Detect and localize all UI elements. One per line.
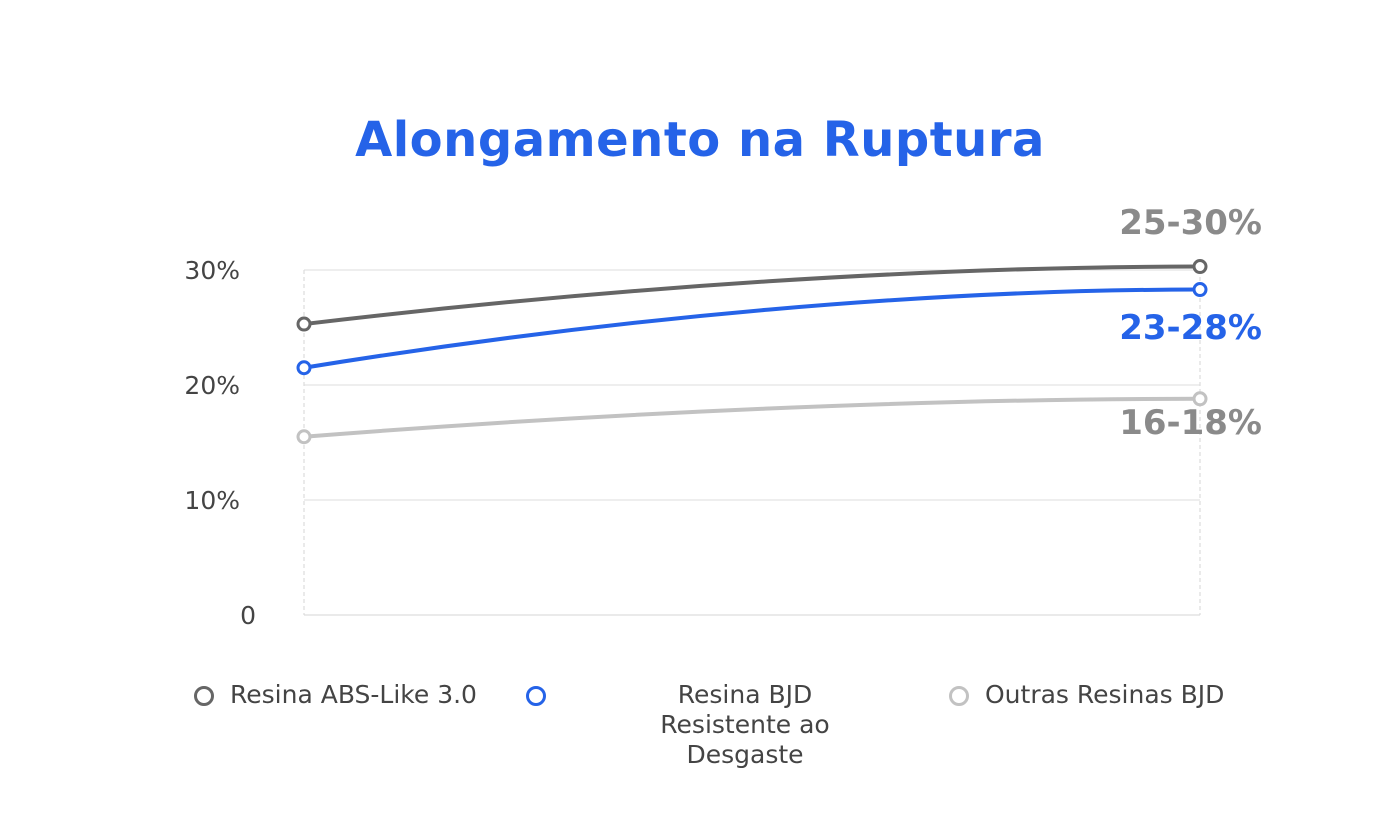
- series-0-point-0: [296, 316, 312, 332]
- legend-label-bjd-resistente: Resina BJD Resistente ao Desgaste: [660, 680, 830, 769]
- y-tick-label: 20%: [184, 371, 240, 400]
- legend-item-bjd-resistente: Resina BJD Resistente ao Desgaste: [526, 680, 880, 770]
- series-end-label-1: 23-28%: [1119, 308, 1262, 348]
- y-tick-label: 30%: [184, 256, 240, 285]
- y-tick-label: 0: [240, 601, 256, 630]
- series-end-label-0: 25-30%: [1119, 203, 1262, 243]
- series-end-label-2: 16-18%: [1119, 403, 1262, 443]
- series-line-2: [302, 396, 1202, 439]
- series-0-point-1: [1192, 259, 1208, 275]
- legend-marker-outras: [949, 686, 969, 706]
- legend-item-abs-like: Resina ABS-Like 3.0: [194, 680, 477, 710]
- legend-item-outras: Outras Resinas BJD: [949, 680, 1224, 710]
- legend-label-abs-like: Resina ABS-Like 3.0: [230, 680, 477, 709]
- series-2-point-1: [1192, 391, 1208, 407]
- legend-label-outras: Outras Resinas BJD: [985, 680, 1225, 709]
- series-line-1: [302, 287, 1202, 370]
- legend: Resina ABS-Like 3.0 Resina BJD Resistent…: [0, 680, 1400, 769]
- chart-title: Alongamento na Ruptura: [355, 112, 1045, 168]
- series-1-point-0: [296, 360, 312, 376]
- legend-marker-abs-like: [194, 686, 214, 706]
- series-1-point-1: [1192, 282, 1208, 298]
- legend-marker-bjd-resistente: [526, 686, 546, 706]
- series-line-0: [302, 264, 1202, 327]
- y-tick-label: 10%: [184, 486, 240, 515]
- series-2-point-0: [296, 429, 312, 445]
